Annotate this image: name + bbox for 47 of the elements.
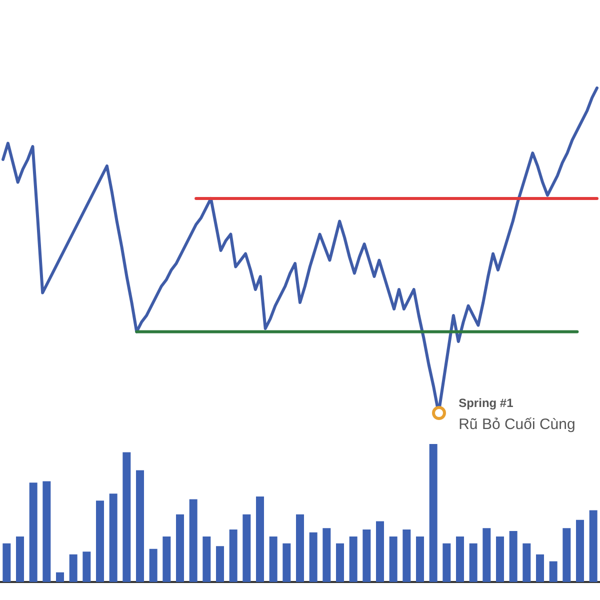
bar — [362, 530, 371, 582]
bar — [429, 444, 438, 582]
bar — [16, 536, 24, 582]
bar — [82, 552, 91, 582]
bar — [242, 514, 251, 582]
bar — [296, 514, 304, 582]
bar — [109, 494, 118, 582]
bar — [29, 482, 38, 582]
bar — [522, 543, 531, 582]
bar — [189, 499, 198, 582]
bar — [282, 543, 291, 582]
annotation: Spring #1 — [458, 396, 514, 410]
bar — [576, 520, 584, 582]
bar — [402, 530, 411, 582]
bar — [122, 452, 131, 582]
bar — [469, 543, 478, 582]
bar — [269, 536, 278, 582]
bar — [202, 536, 211, 582]
bar — [322, 528, 331, 582]
bar — [2, 543, 11, 582]
bar — [509, 530, 518, 582]
bar — [42, 481, 51, 582]
bar — [309, 532, 318, 582]
bar — [229, 530, 238, 582]
bar — [482, 528, 491, 582]
bar — [69, 554, 78, 582]
bar — [456, 536, 464, 582]
bar — [336, 543, 344, 582]
bar — [562, 528, 571, 582]
bar — [176, 514, 184, 582]
bar — [389, 536, 398, 582]
bar — [416, 536, 424, 582]
bar — [589, 510, 598, 582]
bar — [149, 548, 158, 582]
bar — [549, 561, 558, 582]
bar — [536, 554, 544, 582]
bar — [96, 500, 104, 582]
bar — [349, 536, 358, 582]
bar — [256, 496, 264, 582]
text: Rũ Bỏ Cuối Cùng — [458, 416, 576, 433]
bar — [162, 536, 171, 582]
bar — [136, 470, 144, 582]
bar — [496, 536, 504, 582]
bar — [56, 572, 64, 582]
bar — [216, 546, 224, 582]
bar — [442, 543, 451, 582]
bar — [376, 521, 384, 582]
